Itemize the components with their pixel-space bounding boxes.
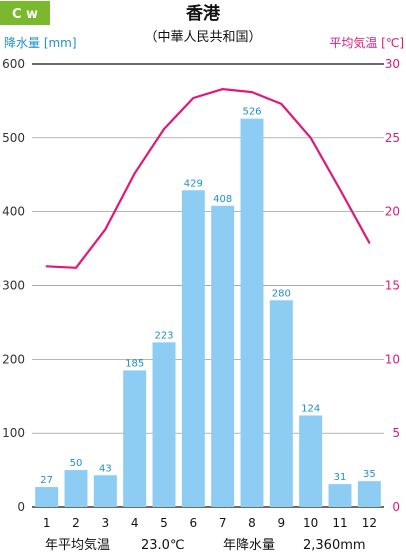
bars-layer: 27 50 43 185 223 429 408 526 280 124 31 35 [35,107,381,508]
bar [240,118,264,508]
x-tick-label: 5 [160,516,168,530]
bar-value-label: 223 [154,330,173,341]
left-tick-label: 500 [2,131,25,145]
right-tick-label: 10 [385,352,400,366]
climate-code-badge [0,1,50,25]
bar-value-label: 31 [334,472,347,483]
left-tick-label: 300 [2,279,25,293]
bar-value-label: 185 [125,358,144,369]
x-tick-label: 4 [131,516,139,530]
right-tick-label: 15 [385,279,400,293]
right-tick-label: 30 [385,57,400,71]
left-tick-label: 0 [17,500,25,514]
left-axis-label: 降水量 [mm] [4,36,77,50]
left-tick-label: 100 [2,426,25,440]
right-tick-label: 25 [385,131,400,145]
x-tick-label: 11 [332,516,347,530]
x-tick-label: 6 [190,516,198,530]
bar-value-label: 280 [272,288,291,299]
bar [299,415,323,507]
x-tick-label: 7 [219,516,227,530]
right-axis-label: 平均気温 [℃] [329,35,404,50]
bar [269,300,293,507]
bar [181,190,205,507]
chart-subtitle: （中華人民共和国） [144,30,261,45]
annual-precip-value: 2,360mm [303,538,366,553]
temperature-line [45,87,371,269]
bar-value-label: 429 [184,178,203,189]
bar-value-label: 526 [242,107,261,118]
bar [35,487,59,507]
right-tick-label: 20 [385,205,400,219]
climate-code-badge-text: C w [12,7,38,22]
x-tick-label: 10 [303,516,318,530]
x-tick-label: 9 [278,516,286,530]
right-tick-label: 5 [392,426,400,440]
line-layer [45,87,371,269]
bar [152,342,176,507]
x-tick-label: 3 [102,516,110,530]
annual-temp-label: 年平均気温 [45,537,110,553]
bar [357,481,381,507]
bar [123,370,147,507]
chart-title: 香港 [186,3,221,24]
grid-layer [32,63,384,508]
bar-value-label: 27 [40,475,53,486]
bar [64,470,88,507]
bar [211,205,235,507]
bar-value-label: 124 [301,403,320,414]
left-tick-label: 400 [2,205,25,219]
bar [93,475,117,507]
x-tick-label: 1 [43,516,51,530]
bar-value-label: 43 [99,463,112,474]
left-tick-label: 600 [2,57,25,71]
x-tick-label: 12 [362,516,377,530]
bar-value-label: 50 [70,458,83,469]
annual-precip-label: 年降水量 [223,538,275,553]
x-tick-label: 8 [248,516,256,530]
x-tick-label: 2 [72,516,80,530]
bar-value-label: 408 [213,194,232,205]
bar-value-label: 35 [363,469,376,480]
left-tick-label: 200 [2,352,25,366]
right-tick-label: 0 [392,500,400,514]
bar [328,484,352,507]
annual-temp-value: 23.0℃ [141,538,185,553]
